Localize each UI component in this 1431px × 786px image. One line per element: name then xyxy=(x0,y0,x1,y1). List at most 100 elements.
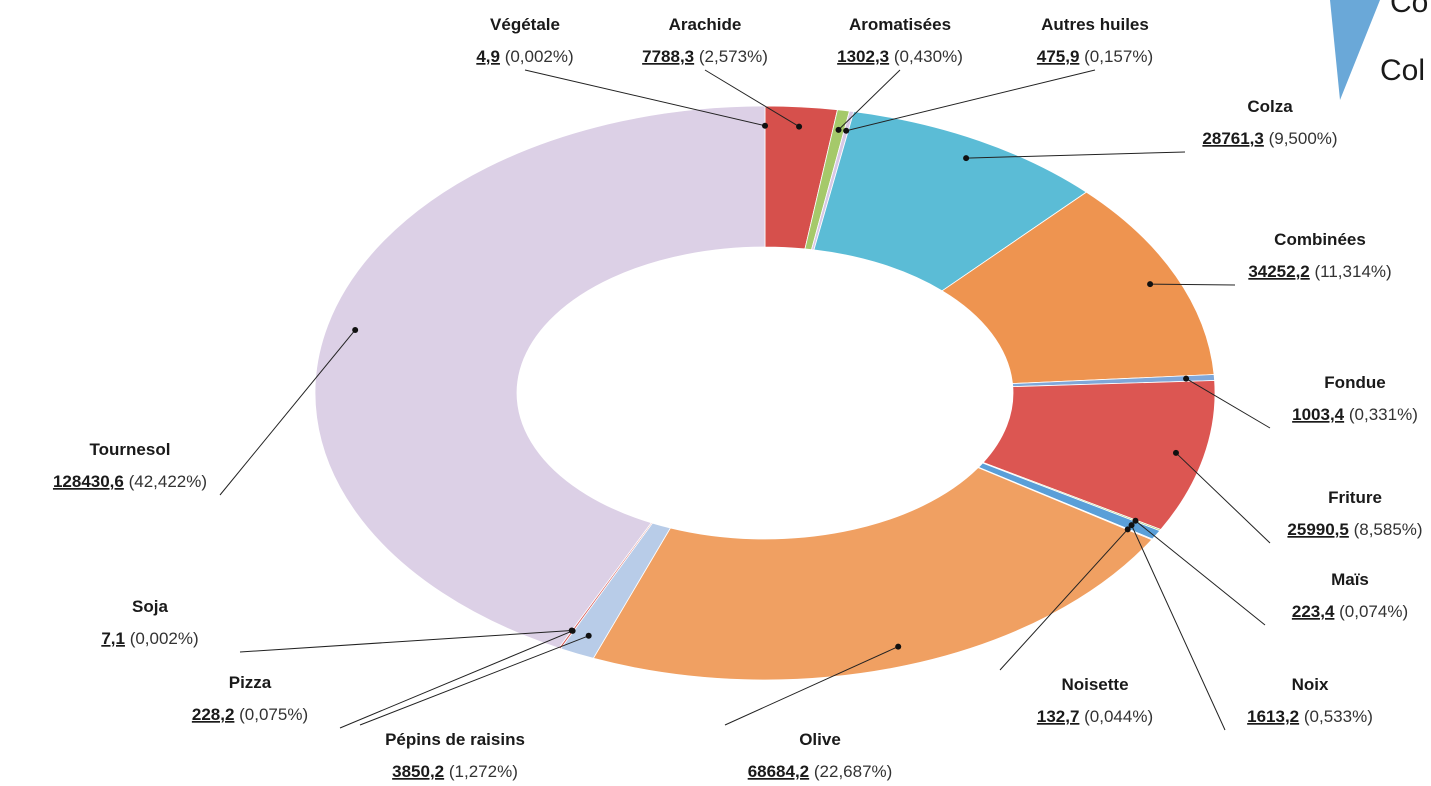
value-label: 28761,3 (9,500%) xyxy=(1202,129,1337,148)
percentage: (22,687%) xyxy=(814,762,892,781)
leader-dot xyxy=(1128,522,1135,529)
value-label: 1613,2 (0,533%) xyxy=(1247,707,1373,726)
percentage: (8,585%) xyxy=(1354,520,1423,539)
category-label: Autres huiles xyxy=(1041,15,1149,34)
value: 3850,2 xyxy=(392,762,444,781)
value: 223,4 xyxy=(1292,602,1335,621)
category-label: Colza xyxy=(1247,97,1293,116)
value: 34252,2 xyxy=(1248,262,1309,281)
value-label: 3850,2 (1,272%) xyxy=(392,762,518,781)
donut-segment xyxy=(314,105,766,649)
value-label: 68684,2 (22,687%) xyxy=(748,762,893,781)
leader-dot xyxy=(963,155,970,162)
category-label: Maïs xyxy=(1331,570,1369,589)
leader-dot xyxy=(843,127,850,134)
leader-dot xyxy=(835,126,842,133)
value-label: 1003,4 (0,331%) xyxy=(1292,405,1418,424)
percentage: (0,533%) xyxy=(1304,707,1373,726)
leader-dot xyxy=(1124,526,1131,533)
leader-line xyxy=(704,69,800,128)
value: 7,1 xyxy=(101,629,125,648)
leader-line xyxy=(524,69,766,127)
category-label: Aromatisées xyxy=(849,15,951,34)
percentage: (0,044%) xyxy=(1084,707,1153,726)
percentage: (0,331%) xyxy=(1349,405,1418,424)
leader-line xyxy=(1175,452,1271,544)
leader-line xyxy=(1131,524,1226,731)
value-label: 7,1 (0,002%) xyxy=(101,629,198,648)
leader-dot xyxy=(895,643,902,650)
value-label: 475,9 (0,157%) xyxy=(1037,47,1153,66)
value: 1003,4 xyxy=(1292,405,1345,424)
category-label: Pépins de raisins xyxy=(385,730,525,749)
leader-dot xyxy=(796,123,803,130)
percentage: (0,002%) xyxy=(505,47,574,66)
category-label: Tournesol xyxy=(90,440,171,459)
value: 4,9 xyxy=(476,47,500,66)
percentage: (0,002%) xyxy=(130,629,199,648)
legend-marker xyxy=(1330,0,1380,100)
leader-line xyxy=(219,329,356,496)
value: 7788,3 xyxy=(642,47,694,66)
leader-line xyxy=(846,69,1096,132)
value-label: 223,4 (0,074%) xyxy=(1292,602,1408,621)
overlay-text: Co xyxy=(1390,0,1428,19)
leader-dot xyxy=(1147,281,1154,288)
category-label: Friture xyxy=(1328,488,1382,507)
leader-dot xyxy=(1172,449,1179,456)
leader-dot xyxy=(585,632,592,639)
value-label: 228,2 (0,075%) xyxy=(192,705,308,724)
overlay-text: Col xyxy=(1380,54,1425,87)
percentage: (42,422%) xyxy=(129,472,207,491)
leader-line xyxy=(724,646,899,726)
leader-dot xyxy=(762,122,769,129)
value: 28761,3 xyxy=(1202,129,1263,148)
leader-line xyxy=(359,635,589,726)
category-label: Soja xyxy=(132,597,168,616)
leader-line xyxy=(1185,378,1271,429)
percentage: (0,075%) xyxy=(239,705,308,724)
percentage: (0,430%) xyxy=(894,47,963,66)
value: 68684,2 xyxy=(748,762,809,781)
value-label: 128430,6 (42,422%) xyxy=(53,472,207,491)
percentage: (2,573%) xyxy=(699,47,768,66)
leader-line xyxy=(1150,283,1236,286)
leader-dot xyxy=(1183,375,1190,382)
value: 128430,6 xyxy=(53,472,124,491)
leader-line xyxy=(239,630,572,653)
leader-dot xyxy=(568,627,575,634)
leader-dot xyxy=(352,326,359,333)
category-label: Pizza xyxy=(229,673,272,692)
value-label: 34252,2 (11,314%) xyxy=(1248,262,1391,281)
value-label: 1302,3 (0,430%) xyxy=(837,47,963,66)
value: 25990,5 xyxy=(1287,520,1348,539)
percentage: (1,272%) xyxy=(449,762,518,781)
leader-line xyxy=(1135,520,1266,626)
donut xyxy=(314,105,1216,681)
value: 228,2 xyxy=(192,705,235,724)
value: 475,9 xyxy=(1037,47,1080,66)
value: 1613,2 xyxy=(1247,707,1299,726)
leader-line xyxy=(999,529,1129,671)
category-label: Noisette xyxy=(1061,675,1128,694)
category-label: Noix xyxy=(1292,675,1329,694)
value-label: 132,7 (0,044%) xyxy=(1037,707,1153,726)
category-label: Arachide xyxy=(669,15,742,34)
percentage: (9,500%) xyxy=(1269,129,1338,148)
leader-dot xyxy=(1132,517,1139,524)
percentage: (11,314%) xyxy=(1315,262,1392,281)
leader-line xyxy=(339,630,573,729)
category-label: Olive xyxy=(799,730,841,749)
donut-segment xyxy=(941,191,1215,385)
leader-line xyxy=(838,69,901,131)
percentage: (0,157%) xyxy=(1084,47,1153,66)
value-label: 4,9 (0,002%) xyxy=(476,47,573,66)
category-label: Combinées xyxy=(1274,230,1366,249)
percentage: (0,074%) xyxy=(1339,602,1408,621)
category-label: Végétale xyxy=(490,15,560,34)
donut-segment xyxy=(592,467,1153,681)
leader-line xyxy=(966,151,1186,159)
value: 1302,3 xyxy=(837,47,889,66)
category-label: Fondue xyxy=(1324,373,1385,392)
